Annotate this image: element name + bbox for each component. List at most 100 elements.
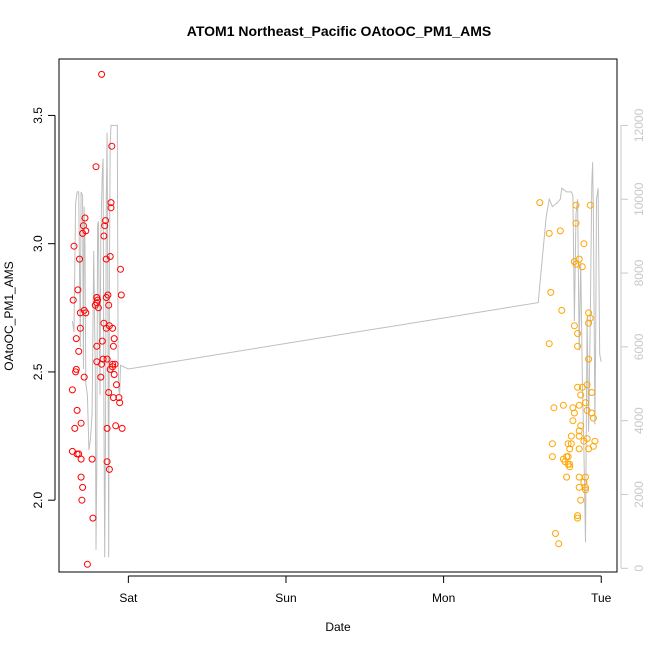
secondary-series-line xyxy=(71,124,602,558)
point-orange-44 xyxy=(580,240,588,248)
y2-tick-label-1: 2000 xyxy=(632,481,646,508)
point-red-42 xyxy=(100,232,108,240)
point-red-40 xyxy=(99,355,107,363)
point-orange-36 xyxy=(575,445,583,453)
point-red-33 xyxy=(93,342,101,350)
point-orange-4 xyxy=(548,440,556,448)
point-orange-29 xyxy=(572,260,580,268)
point-orange-3 xyxy=(545,340,553,348)
point-orange-9 xyxy=(556,227,564,235)
y2-tick-label-5: 10000 xyxy=(632,182,646,216)
point-red-19 xyxy=(78,496,86,504)
point-red-52 xyxy=(105,389,113,396)
x-axis: Sat Sun Mon Tue xyxy=(119,575,612,605)
point-orange-21 xyxy=(567,440,575,448)
point-red-49 xyxy=(103,355,111,363)
point-red-44 xyxy=(102,217,109,225)
point-orange-64 xyxy=(575,255,583,263)
point-orange-41 xyxy=(577,391,585,399)
point-orange-55 xyxy=(586,201,594,209)
point-red-69 xyxy=(118,424,126,432)
x-tick-label-2: Mon xyxy=(432,591,455,605)
point-red-60 xyxy=(109,342,117,350)
point-orange-19 xyxy=(566,460,574,468)
point-red-27 xyxy=(83,560,91,568)
x-axis-label: Date xyxy=(325,620,351,634)
point-red-20 xyxy=(79,483,87,491)
point-orange-14 xyxy=(563,473,571,481)
point-orange-34 xyxy=(575,427,583,435)
point-red-63 xyxy=(112,422,120,430)
point-red-6 xyxy=(72,365,80,373)
point-red-73 xyxy=(110,371,118,378)
point-red-3 xyxy=(70,242,78,250)
point-orange-27 xyxy=(572,201,580,209)
point-orange-66 xyxy=(567,432,575,440)
x-tick-label-1: Sun xyxy=(275,591,296,605)
point-orange-69 xyxy=(585,445,593,453)
point-orange-7 xyxy=(552,530,559,537)
point-red-39 xyxy=(98,337,106,345)
point-orange-30 xyxy=(574,330,582,337)
point-red-43 xyxy=(101,222,109,230)
y-tick-label-1: 2.5 xyxy=(31,363,45,380)
point-orange-8 xyxy=(555,540,563,548)
point-orange-28 xyxy=(572,219,580,227)
y-axis-label: OAtoOC_PM1_AMS xyxy=(2,261,16,370)
point-orange-38 xyxy=(575,483,583,491)
point-red-75 xyxy=(102,294,110,301)
point-orange-46 xyxy=(582,483,589,491)
point-orange-23 xyxy=(569,417,577,425)
point-orange-5 xyxy=(548,453,556,461)
point-orange-67 xyxy=(580,437,588,445)
point-red-47 xyxy=(103,458,111,466)
point-red-7 xyxy=(72,335,80,343)
point-red-72 xyxy=(105,322,113,330)
point-red-74 xyxy=(107,199,115,207)
y2-tick-label-6: 12000 xyxy=(632,108,646,142)
point-red-70 xyxy=(98,70,106,78)
point-orange-10 xyxy=(558,306,566,314)
point-red-48 xyxy=(103,424,111,432)
point-red-57 xyxy=(108,142,116,150)
y2-tick-label-4: 8000 xyxy=(632,259,646,286)
point-red-54 xyxy=(106,253,114,260)
point-red-18 xyxy=(77,473,85,481)
point-orange-18 xyxy=(566,463,574,471)
y2-axis: 0 2000 4000 6000 8000 10000 12000 xyxy=(620,108,646,572)
point-red-78 xyxy=(82,309,90,317)
point-red-67 xyxy=(117,265,124,273)
point-red-29 xyxy=(89,514,97,522)
point-orange-63 xyxy=(574,514,582,522)
point-orange-56 xyxy=(586,314,594,322)
point-red-38 xyxy=(98,360,106,368)
point-orange-48 xyxy=(582,399,589,407)
point-red-61 xyxy=(110,335,118,343)
chart-title: ATOM1 Northeast_Pacific OAtoOC_PM1_AMS xyxy=(187,23,491,39)
point-red-31 xyxy=(92,163,100,171)
point-orange-33 xyxy=(575,401,583,409)
point-orange-35 xyxy=(575,432,583,440)
point-red-26 xyxy=(82,227,90,235)
point-red-79 xyxy=(93,294,101,301)
point-red-17 xyxy=(77,455,85,463)
point-orange-59 xyxy=(589,414,597,422)
y-tick-label-2: 3.0 xyxy=(31,235,45,252)
point-orange-47 xyxy=(582,486,589,494)
scatter-points xyxy=(68,70,599,568)
point-red-66 xyxy=(116,399,124,407)
point-orange-11 xyxy=(559,401,567,409)
y2-tick-label-2: 4000 xyxy=(632,407,646,434)
y-tick-label-0: 2.0 xyxy=(31,492,45,509)
point-orange-32 xyxy=(574,383,582,391)
point-orange-61 xyxy=(591,437,599,445)
x-tick-label-0: Sat xyxy=(119,591,138,605)
point-orange-25 xyxy=(570,322,578,330)
point-red-13 xyxy=(76,255,83,263)
point-red-56 xyxy=(107,204,115,212)
point-red-15 xyxy=(76,324,84,332)
point-red-25 xyxy=(81,214,89,222)
point-orange-40 xyxy=(577,422,585,430)
point-red-10 xyxy=(74,286,82,294)
